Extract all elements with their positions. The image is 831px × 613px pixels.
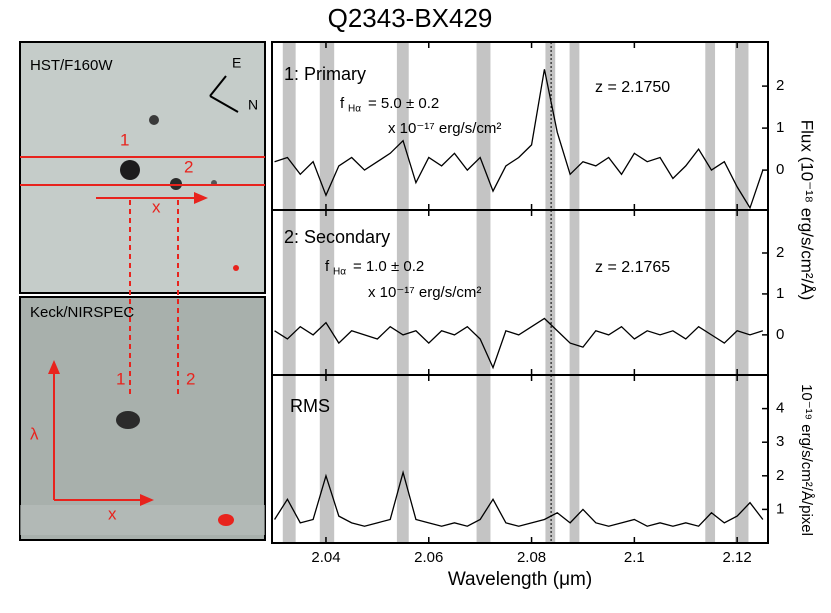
flux-unit: x 10⁻¹⁷ erg/s/cm² — [388, 120, 501, 137]
panel-label: 1: Primary — [284, 64, 366, 84]
shaded-region — [396, 375, 409, 543]
flux-subscript: Hα — [348, 104, 361, 115]
image-label: Keck/NIRSPEC — [30, 304, 134, 321]
y-tick-label: 2 — [776, 467, 784, 484]
panel-label: 2: Secondary — [284, 227, 390, 247]
shaded-region — [705, 210, 716, 375]
slit-label: 2 — [186, 369, 195, 388]
y-axis-label: Flux (10⁻¹⁸ erg/s/cm²/Å) — [798, 120, 817, 301]
axis-label: x — [152, 197, 161, 216]
x-tick-label: 2.06 — [414, 549, 443, 566]
y-axis-label: 10⁻¹⁹ erg/s/cm²/Å/pixel — [798, 384, 815, 536]
hst-image: HST/F160W E N 1 2 x — [19, 41, 266, 294]
y-tick-label: 1 — [776, 285, 784, 302]
keck-image: Keck/NIRSPEC 1 2 λ x — [19, 296, 266, 541]
y-tick-label: 0 — [776, 326, 784, 343]
shaded-region — [319, 375, 335, 543]
shaded-region — [735, 375, 749, 543]
shaded-region — [569, 375, 580, 543]
x-tick-label: 2.1 — [624, 549, 645, 566]
shaded-region — [735, 42, 749, 210]
y-tick-label: 4 — [776, 400, 784, 417]
slit-label: 1 — [120, 130, 129, 149]
shaded-region — [476, 375, 491, 543]
shaded-region — [319, 42, 335, 210]
slit-label: 1 — [116, 369, 125, 388]
slit-label: 2 — [184, 157, 193, 176]
shaded-region — [476, 42, 491, 210]
shaded-region — [545, 210, 556, 375]
galaxy-primary — [120, 160, 140, 180]
compass-n — [209, 95, 239, 113]
trace — [116, 411, 140, 429]
panel-frame — [271, 374, 769, 544]
y-tick-label: 3 — [776, 433, 784, 450]
axis-label: x — [108, 504, 117, 523]
x-axis-label: Wavelength (μm) — [448, 569, 592, 590]
psf — [233, 265, 239, 271]
shaded-region — [545, 42, 556, 210]
spectrum-line — [274, 469, 764, 527]
y-tick-label: 2 — [776, 77, 784, 94]
shaded-region — [396, 210, 409, 375]
compass-label: N — [248, 97, 258, 113]
y-tick-label: 1 — [776, 119, 784, 136]
flux-unit: x 10⁻¹⁷ erg/s/cm² — [368, 284, 481, 301]
flux-symbol: f — [340, 95, 345, 112]
flux-value: = 1.0 ± 0.2 — [353, 258, 424, 275]
y-tick-label: 2 — [776, 244, 784, 261]
shaded-region — [735, 210, 749, 375]
arrowhead — [48, 360, 60, 374]
image-label: HST/F160W — [30, 57, 113, 74]
flux-subscript: Hα — [333, 267, 346, 278]
redshift: z = 2.1765 — [595, 259, 670, 276]
shaded-region — [705, 42, 716, 210]
shaded-region — [396, 42, 409, 210]
compass-label: E — [232, 55, 241, 71]
flux-symbol: f — [325, 258, 330, 275]
panel-label: RMS — [290, 396, 330, 416]
shaded-region — [569, 42, 580, 210]
y-tick-label: 1 — [776, 500, 784, 517]
figure-title: Q2343-BX429 — [328, 3, 493, 33]
compass-e — [209, 75, 227, 97]
shaded-region — [545, 375, 556, 543]
flux-value: = 5.0 ± 0.2 — [368, 95, 439, 112]
shaded-region — [569, 210, 580, 375]
spectrum-line — [274, 317, 764, 370]
psf — [218, 514, 234, 526]
redshift: z = 2.1750 — [595, 79, 670, 96]
shaded-region — [705, 375, 716, 543]
arrowhead — [140, 494, 154, 506]
arrowhead — [194, 192, 208, 204]
spectrum-line — [274, 69, 764, 210]
y-tick-label: 0 — [776, 161, 784, 178]
x-tick-label: 2.08 — [517, 549, 546, 566]
source — [149, 115, 159, 125]
shaded-region — [319, 210, 335, 375]
axis-label: λ — [30, 424, 39, 443]
shaded-region — [282, 42, 296, 210]
x-tick-label: 2.12 — [723, 549, 752, 566]
image-frame — [19, 41, 266, 294]
x-tick-label: 2.04 — [311, 549, 340, 566]
shaded-region — [476, 210, 491, 375]
